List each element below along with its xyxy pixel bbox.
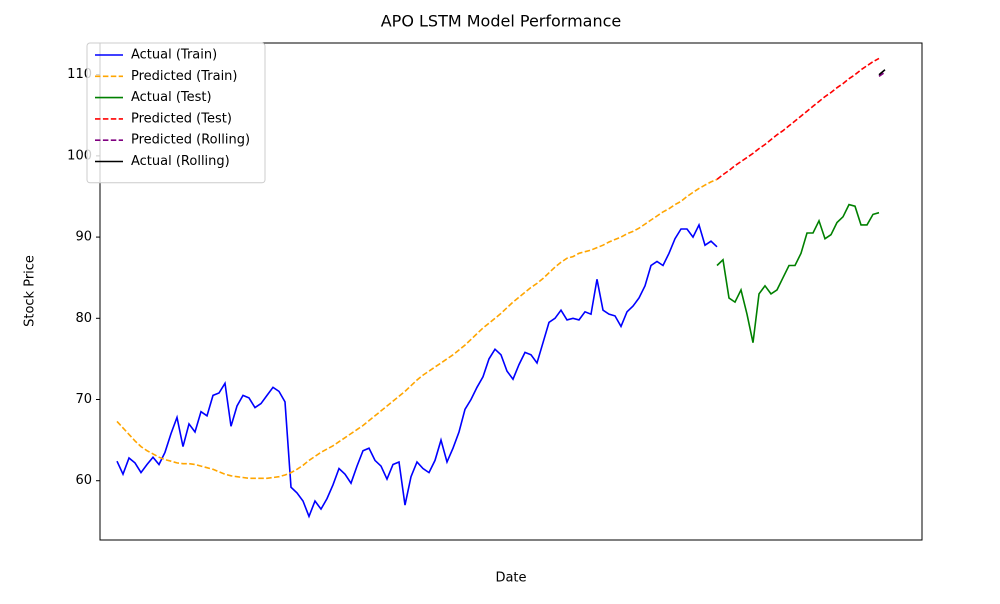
y-axis-label: Stock Price [23,255,38,327]
x-axis-label: Date [495,571,526,586]
legend-label: Predicted (Train) [131,69,238,84]
y-tick-label: 90 [75,230,92,245]
y-tick-label: 100 [67,148,92,163]
series-line [878,69,886,76]
legend-label: Actual (Rolling) [131,154,230,169]
y-tick-label: 70 [75,392,92,407]
y-tick-label: 110 [67,67,92,82]
series-line [878,71,886,77]
legend-label: Predicted (Test) [131,111,232,126]
legend-label: Actual (Test) [131,90,212,105]
series-line [716,203,880,343]
series-line [116,178,718,480]
legend-label: Predicted (Rolling) [131,133,250,148]
y-tick-label: 80 [75,311,92,326]
series-line [116,222,718,519]
plot-frame [99,42,923,541]
legend-box [86,42,266,184]
y-tick-label: 60 [75,473,92,488]
legend-label: Actual (Train) [131,48,217,63]
series-line [716,57,880,181]
chart-title: APO LSTM Model Performance [381,12,622,31]
